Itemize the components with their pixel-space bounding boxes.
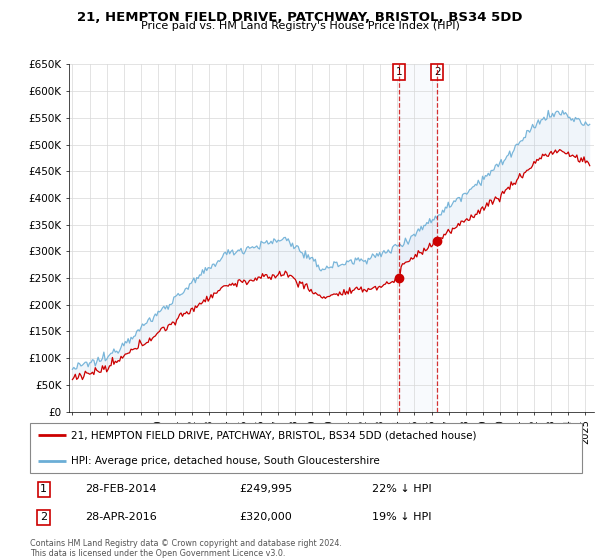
Text: 28-APR-2016: 28-APR-2016 [85, 512, 157, 522]
Text: Price paid vs. HM Land Registry's House Price Index (HPI): Price paid vs. HM Land Registry's House … [140, 21, 460, 31]
Text: 22% ↓ HPI: 22% ↓ HPI [372, 484, 432, 494]
Text: 1: 1 [40, 484, 47, 494]
Text: 28-FEB-2014: 28-FEB-2014 [85, 484, 157, 494]
Text: 1: 1 [396, 67, 403, 77]
Text: £249,995: £249,995 [240, 484, 293, 494]
Text: 19% ↓ HPI: 19% ↓ HPI [372, 512, 432, 522]
Text: £320,000: £320,000 [240, 512, 293, 522]
Text: 2: 2 [40, 512, 47, 522]
FancyBboxPatch shape [30, 423, 582, 473]
Text: 2: 2 [434, 67, 440, 77]
Bar [400, 64, 437, 412]
Text: 21, HEMPTON FIELD DRIVE, PATCHWAY, BRISTOL, BS34 5DD: 21, HEMPTON FIELD DRIVE, PATCHWAY, BRIST… [77, 11, 523, 24]
Text: HPI: Average price, detached house, South Gloucestershire: HPI: Average price, detached house, Sout… [71, 456, 380, 465]
Text: 21, HEMPTON FIELD DRIVE, PATCHWAY, BRISTOL, BS34 5DD (detached house): 21, HEMPTON FIELD DRIVE, PATCHWAY, BRIST… [71, 431, 477, 440]
Text: Contains HM Land Registry data © Crown copyright and database right 2024.
This d: Contains HM Land Registry data © Crown c… [30, 539, 342, 558]
